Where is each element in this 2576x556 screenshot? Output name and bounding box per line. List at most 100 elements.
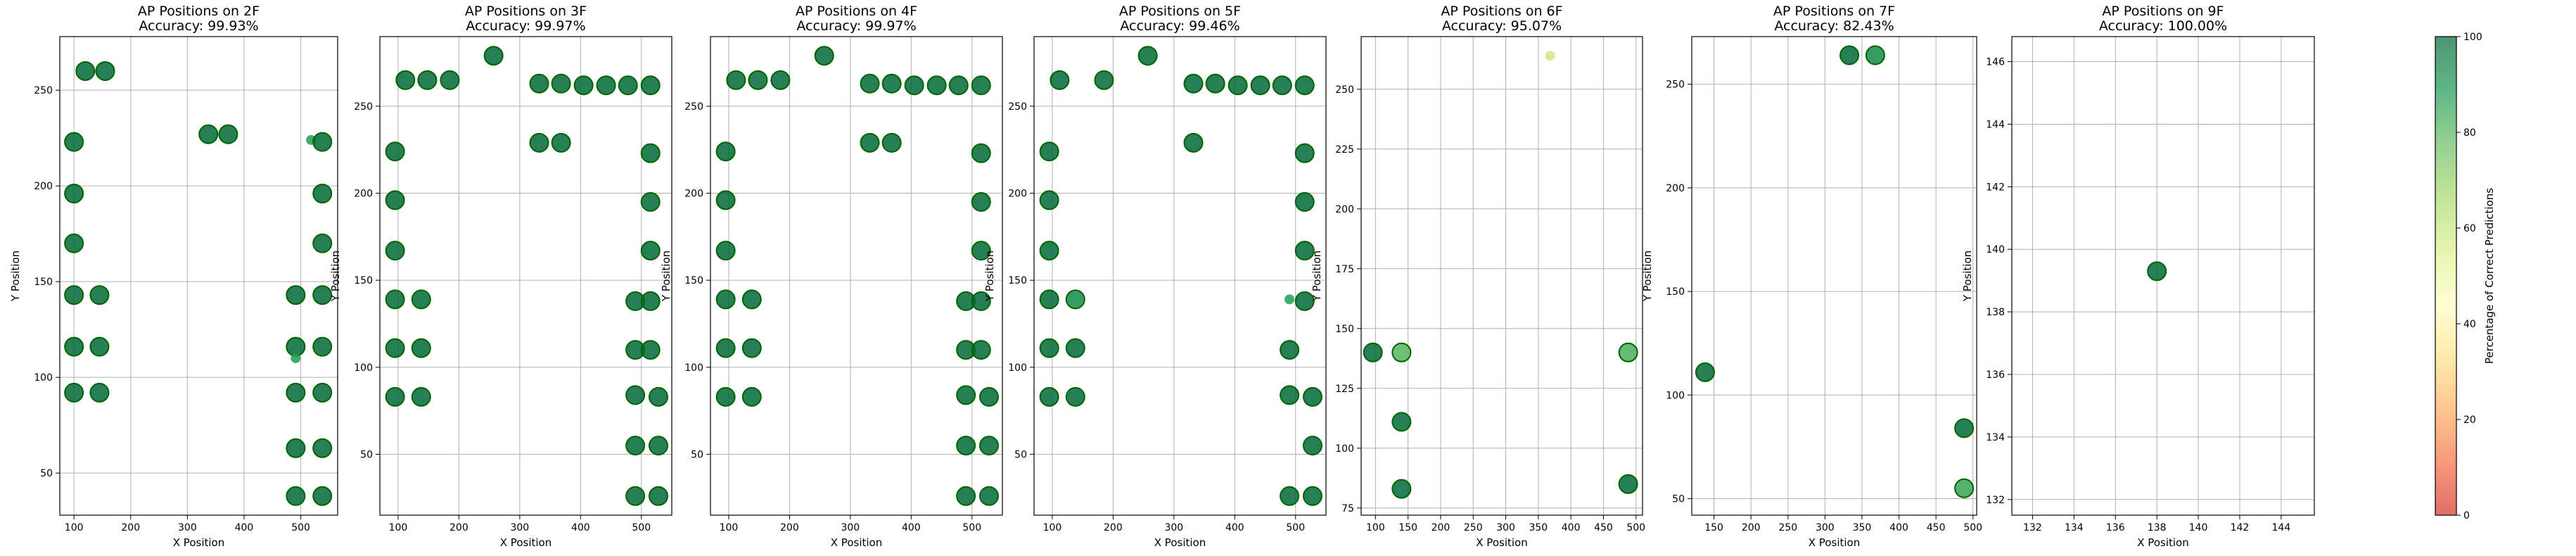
data-point <box>64 132 84 152</box>
data-point <box>625 486 646 506</box>
data-point <box>312 285 333 305</box>
data-point <box>1272 75 1292 96</box>
data-point <box>312 184 333 204</box>
y-tick-label: 100 <box>1335 443 1354 455</box>
data-point <box>715 289 736 310</box>
y-tick-label: 150 <box>34 277 53 288</box>
y-tick-label: 200 <box>684 189 703 200</box>
data-point <box>312 382 333 403</box>
data-point <box>218 124 238 144</box>
y-tick-label: 100 <box>1666 390 1685 401</box>
colorbar-tick-label: 0 <box>2463 510 2470 522</box>
chart-subtitle: Accuracy: 99.93% <box>139 18 258 34</box>
data-point <box>956 385 976 405</box>
data-point <box>1280 486 1300 506</box>
colorbar-gradient <box>2435 36 2457 516</box>
data-point <box>640 143 661 163</box>
chart-subtitle: Accuracy: 99.97% <box>796 18 916 34</box>
data-point <box>648 486 668 506</box>
chart-title: AP Positions on 6F <box>1441 4 1562 19</box>
data-point <box>64 285 84 305</box>
x-tick-label: 142 <box>2231 522 2250 533</box>
data-point <box>1250 75 1270 96</box>
y-tick-label: 132 <box>1986 495 2005 506</box>
data-point <box>948 75 969 96</box>
data-point <box>417 70 438 90</box>
y-tick-label: 175 <box>1335 264 1354 275</box>
data-point <box>648 436 668 456</box>
data-point <box>640 191 661 212</box>
data-point <box>1039 190 1059 210</box>
y-axis-label: Y Position <box>983 251 996 302</box>
y-tick-label: 144 <box>1986 119 2005 130</box>
chart-title: AP Positions on 7F <box>1773 4 1895 19</box>
y-tick-label: 150 <box>1335 324 1354 335</box>
chart-subtitle: Accuracy: 95.07% <box>1442 18 1562 34</box>
x-tick-label: 138 <box>2148 522 2167 533</box>
data-point <box>1205 73 1225 94</box>
y-axis-label: Y Position <box>9 251 22 302</box>
data-point <box>411 289 431 310</box>
data-point <box>640 340 661 360</box>
x-axis-label: X Position <box>2137 536 2188 549</box>
chart-panel-4: 100 200 300 400 500 50 100 150 200 250 AP Position… <box>983 4 1327 549</box>
data-point <box>411 386 431 407</box>
data-point <box>1618 474 1638 494</box>
colorbar: 0 20 40 60 80 100 Percentage of Correct Predic… <box>2435 32 2496 522</box>
data-point <box>198 124 219 144</box>
x-tick-label: 200 <box>1432 522 1450 533</box>
x-tick-label: 100 <box>720 522 739 533</box>
data-point <box>1294 191 1315 212</box>
x-tick-label: 400 <box>1889 522 1908 533</box>
data-point <box>978 486 999 506</box>
chart-subtitle: Accuracy: 100.00% <box>2099 18 2227 34</box>
data-point <box>1050 70 1070 90</box>
chart-panel-5: 100 150 200 250 300 350 400 450 500 75 100 125 150 17… <box>1311 4 1645 549</box>
data-point <box>1363 342 1383 362</box>
y-tick-label: 50 <box>1014 449 1027 460</box>
x-axis-label: X Position <box>173 536 224 549</box>
data-point <box>860 132 880 153</box>
data-point <box>385 386 405 407</box>
y-tick-label: 200 <box>354 189 373 200</box>
data-point <box>312 486 333 506</box>
y-tick-label: 200 <box>34 181 53 192</box>
data-point <box>395 70 416 90</box>
data-point <box>770 70 791 90</box>
data-point <box>385 338 405 358</box>
x-tick-label: 144 <box>2272 522 2291 533</box>
data-point <box>286 382 306 403</box>
x-axis-label: X Position <box>1809 536 1860 549</box>
data-point <box>385 241 405 261</box>
chart-title: AP Positions on 9F <box>2102 4 2224 19</box>
data-point <box>75 61 96 81</box>
x-tick-label: 134 <box>2065 522 2084 533</box>
y-tick-label: 150 <box>1008 275 1027 286</box>
chart-panel-2: 100 200 300 400 500 50 100 150 200 250 AP Position… <box>329 4 672 549</box>
x-axis-label: X Position <box>1154 536 1206 549</box>
data-point <box>286 486 306 506</box>
x-tick-label: 400 <box>1562 522 1581 533</box>
y-axis-label: Y Position <box>1641 251 1654 302</box>
y-tick-label: 200 <box>1008 189 1027 200</box>
y-tick-label: 200 <box>1335 204 1354 215</box>
y-tick-label: 50 <box>1672 493 1685 505</box>
x-axis-label: X Position <box>1476 536 1527 549</box>
data-point <box>1839 45 1860 65</box>
data-point <box>385 141 405 162</box>
data-point <box>483 46 504 66</box>
data-point <box>1039 289 1059 310</box>
data-point <box>1280 340 1300 360</box>
x-tick-label: 200 <box>121 522 140 533</box>
x-tick-label: 140 <box>2189 522 2208 533</box>
y-tick-label: 138 <box>1986 307 2005 318</box>
x-tick-label: 500 <box>291 522 310 533</box>
chart-panel-7: 132 134 136 138 140 142 144 132 134 136 138 140 142 1… <box>1961 4 2315 549</box>
colorbar-tick-label: 100 <box>2463 32 2482 43</box>
data-point <box>956 436 976 456</box>
y-tick-label: 250 <box>684 101 703 113</box>
x-axis-label: X Position <box>831 536 882 549</box>
y-tick-label: 134 <box>1986 432 2005 443</box>
chart-panel-3: 100 200 300 400 500 50 100 150 200 250 AP Position… <box>660 4 1003 549</box>
